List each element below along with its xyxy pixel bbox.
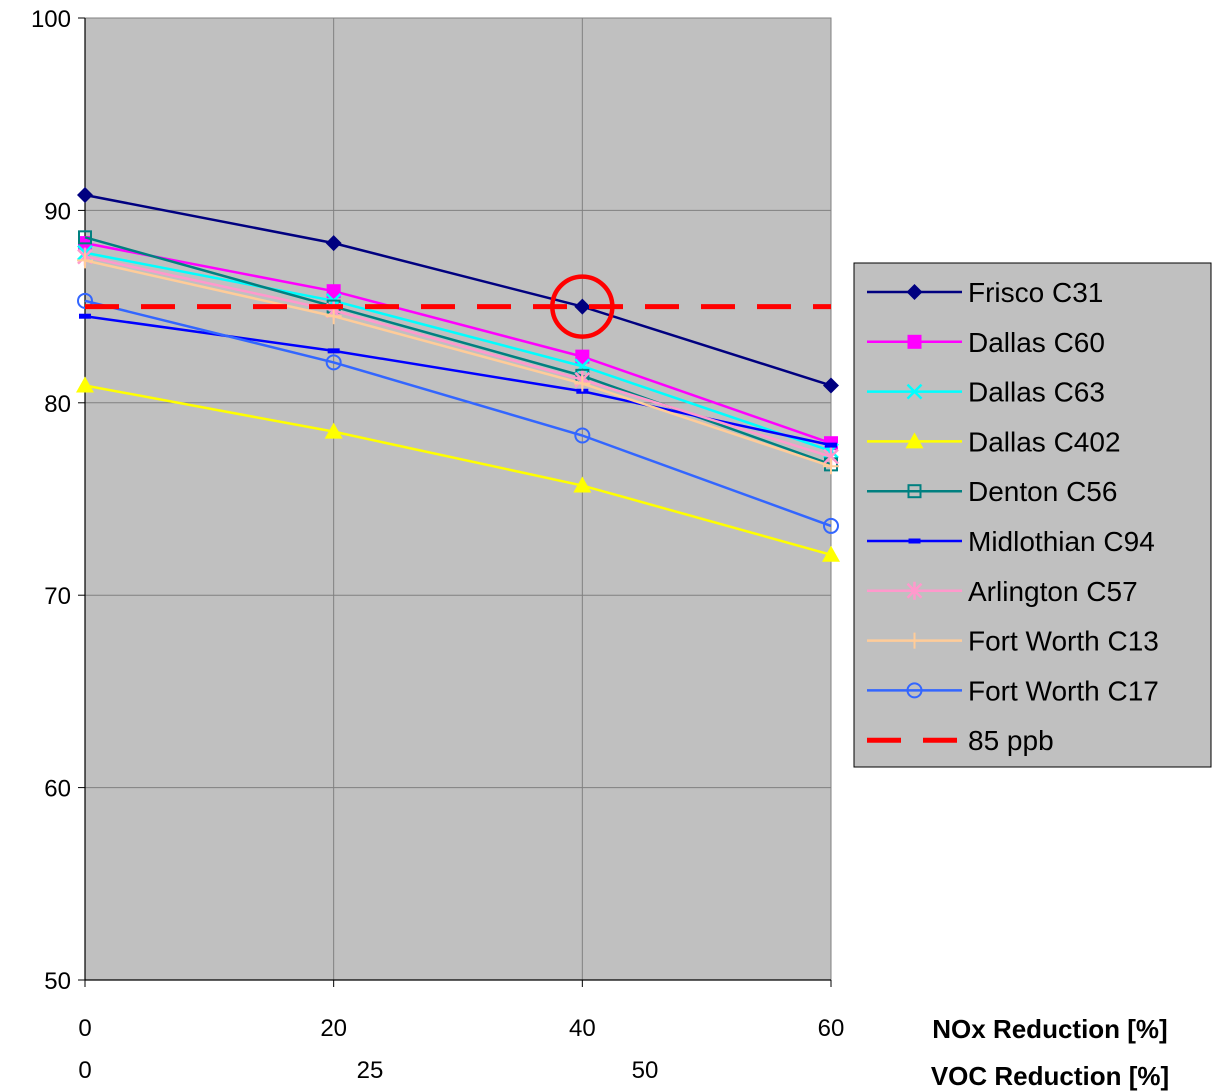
data-point <box>77 252 93 269</box>
x-secondary-tick-label: 50 <box>632 1057 659 1084</box>
legend-label: 85 ppb <box>968 725 1054 756</box>
legend-item: Frisco C31 <box>867 277 1103 308</box>
data-point <box>823 517 839 534</box>
plot-area <box>84 17 832 981</box>
data-point <box>575 349 590 364</box>
y-tick-labels: 50 60 70 80 90 100 <box>31 6 71 995</box>
legend-marker <box>906 383 923 400</box>
legend-item: Denton C56 <box>867 476 1117 507</box>
legend-label: Dallas C63 <box>968 377 1105 408</box>
data-point <box>825 442 837 448</box>
data-point <box>76 376 94 393</box>
legend-item: Dallas C63 <box>867 377 1105 408</box>
series-line <box>84 384 832 557</box>
legend-label: Denton C56 <box>968 476 1117 507</box>
x-axis-secondary-label: VOC Reduction [%] <box>931 1061 1169 1091</box>
data-point <box>326 284 341 299</box>
legend-marker <box>907 334 922 349</box>
data-point <box>823 458 839 475</box>
data-point <box>325 308 342 325</box>
annotations <box>550 274 615 339</box>
legend-marker <box>906 581 923 600</box>
y-tick-label: 100 <box>31 6 71 33</box>
data-point <box>325 235 342 252</box>
x-tick-label: 60 <box>818 1015 845 1042</box>
legend-label: Fort Worth C17 <box>968 675 1159 706</box>
legend-label: Dallas C60 <box>968 327 1105 358</box>
x-tick-label: 20 <box>320 1015 347 1042</box>
series-line <box>84 299 832 528</box>
legend-marker <box>906 682 923 699</box>
legend-item: Fort Worth C17 <box>867 675 1159 706</box>
y-tick-label: 60 <box>44 776 71 803</box>
data-point <box>325 354 342 371</box>
y-tick-label: 70 <box>44 583 71 610</box>
legend-marker <box>907 484 922 499</box>
x-tick-label: 0 <box>78 1015 91 1042</box>
highlight-circle <box>550 274 615 339</box>
series-line <box>84 255 832 458</box>
legend: Frisco C31 Dallas C60 Dallas C63 Dallas C40… <box>853 262 1212 768</box>
data-point <box>573 476 592 493</box>
x-secondary-tick-labels: 0 25 50 <box>78 1057 658 1084</box>
axes <box>78 17 832 987</box>
legend-item: Dallas C60 <box>867 327 1105 358</box>
series-frisco-c31 <box>77 187 839 394</box>
legend-item: 85 ppb <box>867 725 1054 756</box>
legend-item: Arlington C57 <box>867 576 1138 607</box>
x-tick-label: 40 <box>569 1015 596 1042</box>
series-line <box>84 193 832 387</box>
data-point <box>324 422 343 439</box>
legend-marker <box>906 632 923 649</box>
series-fort-worth-c13 <box>77 252 839 475</box>
data-point <box>574 375 591 392</box>
x-axis-label: NOx Reduction [%] <box>932 1014 1167 1044</box>
y-tick-label: 50 <box>44 968 71 995</box>
y-tick-label: 80 <box>44 391 71 418</box>
data-point <box>327 348 340 354</box>
y-tick-label: 90 <box>44 198 71 225</box>
legend-marker <box>908 538 921 544</box>
series-line <box>84 259 832 468</box>
legend-label: Arlington C57 <box>968 576 1138 607</box>
x-secondary-tick-label: 25 <box>357 1057 384 1084</box>
series-line <box>84 241 832 445</box>
legend-label: Midlothian C94 <box>968 526 1155 557</box>
legend-label: Fort Worth C13 <box>968 626 1159 657</box>
legend-marker <box>905 432 924 449</box>
data-point <box>574 298 591 315</box>
legend-item: Dallas C402 <box>867 426 1121 457</box>
data-point <box>78 230 92 245</box>
data-point <box>823 377 839 394</box>
x-secondary-tick-label: 0 <box>78 1057 91 1084</box>
series-group <box>76 187 840 562</box>
data-point <box>574 427 591 444</box>
x-tick-labels: 0 20 40 60 <box>78 1015 844 1042</box>
data-point <box>77 187 93 204</box>
data-point <box>79 313 91 319</box>
data-point <box>574 358 591 375</box>
legend-item: Midlothian C94 <box>867 526 1155 557</box>
series-line <box>84 251 832 453</box>
legend-label: Dallas C402 <box>968 426 1121 457</box>
legend-label: Frisco C31 <box>968 277 1103 308</box>
legend-marker <box>906 284 923 300</box>
legend-item: Fort Worth C13 <box>867 626 1159 657</box>
data-point <box>822 545 840 562</box>
series-line <box>84 236 832 466</box>
series-dallas-c402 <box>76 376 840 562</box>
